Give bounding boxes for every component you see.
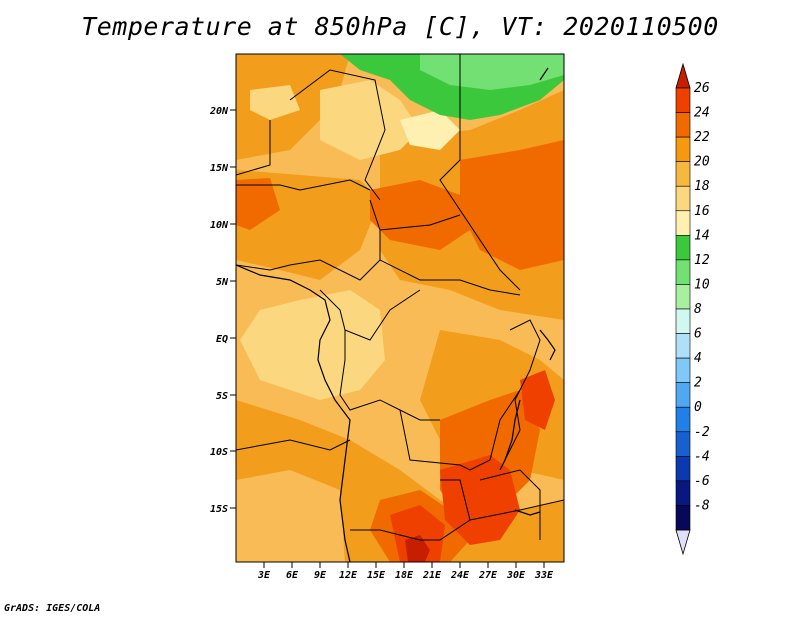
colorbar-label: -4 — [694, 449, 710, 464]
map-title: Temperature at 850hPa [C], VT: 202011050… — [81, 12, 719, 41]
field-cool-nw — [250, 85, 300, 120]
colorbar-segment — [675, 456, 691, 482]
field-hot-ne — [460, 140, 564, 270]
lon-axis: 3E 6E 9E 12E 15E 18E 21E 24E 27E 30E 33E — [257, 562, 554, 581]
lon-tick: 15E — [367, 562, 386, 581]
lon-tick: 27E — [478, 562, 498, 581]
colorbar-segment — [675, 210, 691, 236]
colorbar-label: 16 — [694, 204, 710, 219]
colorbar-segment — [675, 185, 691, 212]
lat-tick-label: 15N — [210, 163, 229, 174]
lon-tick: 33E — [534, 562, 554, 581]
colorbar-top-arrow — [675, 62, 691, 89]
lat-tick: 10N — [210, 220, 236, 231]
colorbar-label: 20 — [694, 155, 710, 170]
field-veryhot-s — [390, 505, 445, 562]
lat-tick-label: EQ — [216, 334, 228, 345]
colorbar-segment — [675, 235, 691, 261]
lon-tick: 6E — [286, 562, 299, 581]
colorbar-segment — [675, 382, 691, 408]
lon-tick-label: 30E — [506, 570, 526, 581]
colorbar-label: 26 — [694, 81, 710, 96]
colorbar-label: 18 — [694, 179, 710, 194]
lat-axis: 20N 15N 10N 5N EQ 5S 10S 15S — [209, 106, 236, 515]
lon-tick: 21E — [422, 562, 442, 581]
colorbar-segment — [675, 112, 691, 138]
lat-tick: EQ — [216, 334, 236, 345]
colorbar-segment — [675, 505, 691, 531]
colorbar-label: 14 — [694, 228, 710, 243]
colorbar-segment — [675, 480, 691, 506]
lon-tick-label: 3E — [257, 570, 271, 581]
colorbar-segment — [675, 284, 691, 310]
lat-tick-label: 10N — [210, 220, 229, 231]
map-frame — [235, 53, 565, 563]
lon-tick-label: 15E — [367, 570, 386, 581]
lat-tick-label: 5S — [216, 391, 228, 402]
lat-tick-label: 5N — [216, 277, 229, 288]
field-extreme-s — [405, 535, 430, 562]
field-pale-n — [400, 110, 460, 150]
colorbar-label: -6 — [694, 474, 710, 489]
colorbar-label: -2 — [694, 425, 710, 440]
colorbar-segment — [675, 161, 691, 187]
colorbar-segment — [675, 87, 691, 113]
lon-tick-label: 6E — [286, 570, 299, 581]
colorbar-label: 10 — [694, 277, 710, 292]
lon-tick: 3E — [257, 562, 271, 581]
lon-tick: 12E — [339, 562, 358, 581]
colorbar-label: 6 — [694, 327, 702, 342]
field-hot-w — [236, 178, 280, 230]
lon-tick: 24E — [450, 562, 470, 581]
coastlines — [236, 67, 556, 562]
colorbar-segment — [675, 431, 691, 457]
lon-tick-label: 33E — [534, 570, 554, 581]
lon-tick-label: 21E — [422, 570, 442, 581]
lat-tick: 15S — [210, 504, 236, 515]
temperature-field — [236, 54, 564, 562]
lon-tick-label: 24E — [450, 570, 470, 581]
lat-tick: 20N — [209, 106, 236, 117]
colorbar-label: 4 — [694, 351, 702, 366]
lon-tick: 18E — [395, 562, 414, 581]
lon-tick: 9E — [314, 562, 327, 581]
field-hot-c — [370, 180, 470, 250]
lon-tick-label: 9E — [314, 570, 327, 581]
colorbar-segment — [675, 308, 691, 334]
colorbar-label: 12 — [694, 253, 710, 268]
lat-tick-label: 10S — [210, 447, 228, 458]
lon-tick-label: 12E — [339, 570, 358, 581]
colorbar-label: 24 — [694, 106, 710, 121]
field-cool-gulf — [240, 290, 385, 400]
lon-tick: 30E — [506, 562, 526, 581]
colorbar-label: 22 — [694, 130, 710, 145]
lat-tick: 15N — [210, 163, 236, 174]
colorbar-segment — [675, 357, 691, 383]
lat-tick-label: 20N — [209, 106, 229, 117]
field-lightgreen — [420, 54, 564, 90]
field-cool-sahara — [320, 80, 420, 160]
field-base-sw — [236, 470, 345, 562]
field-veryhot-se — [440, 455, 520, 545]
lat-tick: 10S — [210, 447, 236, 458]
colorbar-bottom-arrow — [675, 529, 691, 556]
colorbar-label: 2 — [694, 376, 702, 391]
lat-tick: 5N — [216, 277, 236, 288]
colorbar-segment — [675, 333, 691, 359]
field-veryhot-e — [520, 370, 555, 430]
colorbar-segment — [675, 406, 691, 433]
grads-credit: GrADS: IGES/COLA — [4, 603, 101, 614]
colorbar-label: 0 — [694, 400, 702, 415]
colorbar-label: -8 — [694, 498, 710, 513]
colorbar-segment — [675, 259, 691, 285]
colorbar-label: 8 — [694, 302, 702, 317]
lat-tick: 5S — [216, 391, 236, 402]
colorbar-segment — [675, 136, 691, 162]
lat-tick-label: 15S — [210, 504, 228, 515]
country-borders — [236, 54, 564, 541]
lon-tick-label: 18E — [395, 570, 414, 581]
lon-tick-label: 27E — [478, 570, 498, 581]
